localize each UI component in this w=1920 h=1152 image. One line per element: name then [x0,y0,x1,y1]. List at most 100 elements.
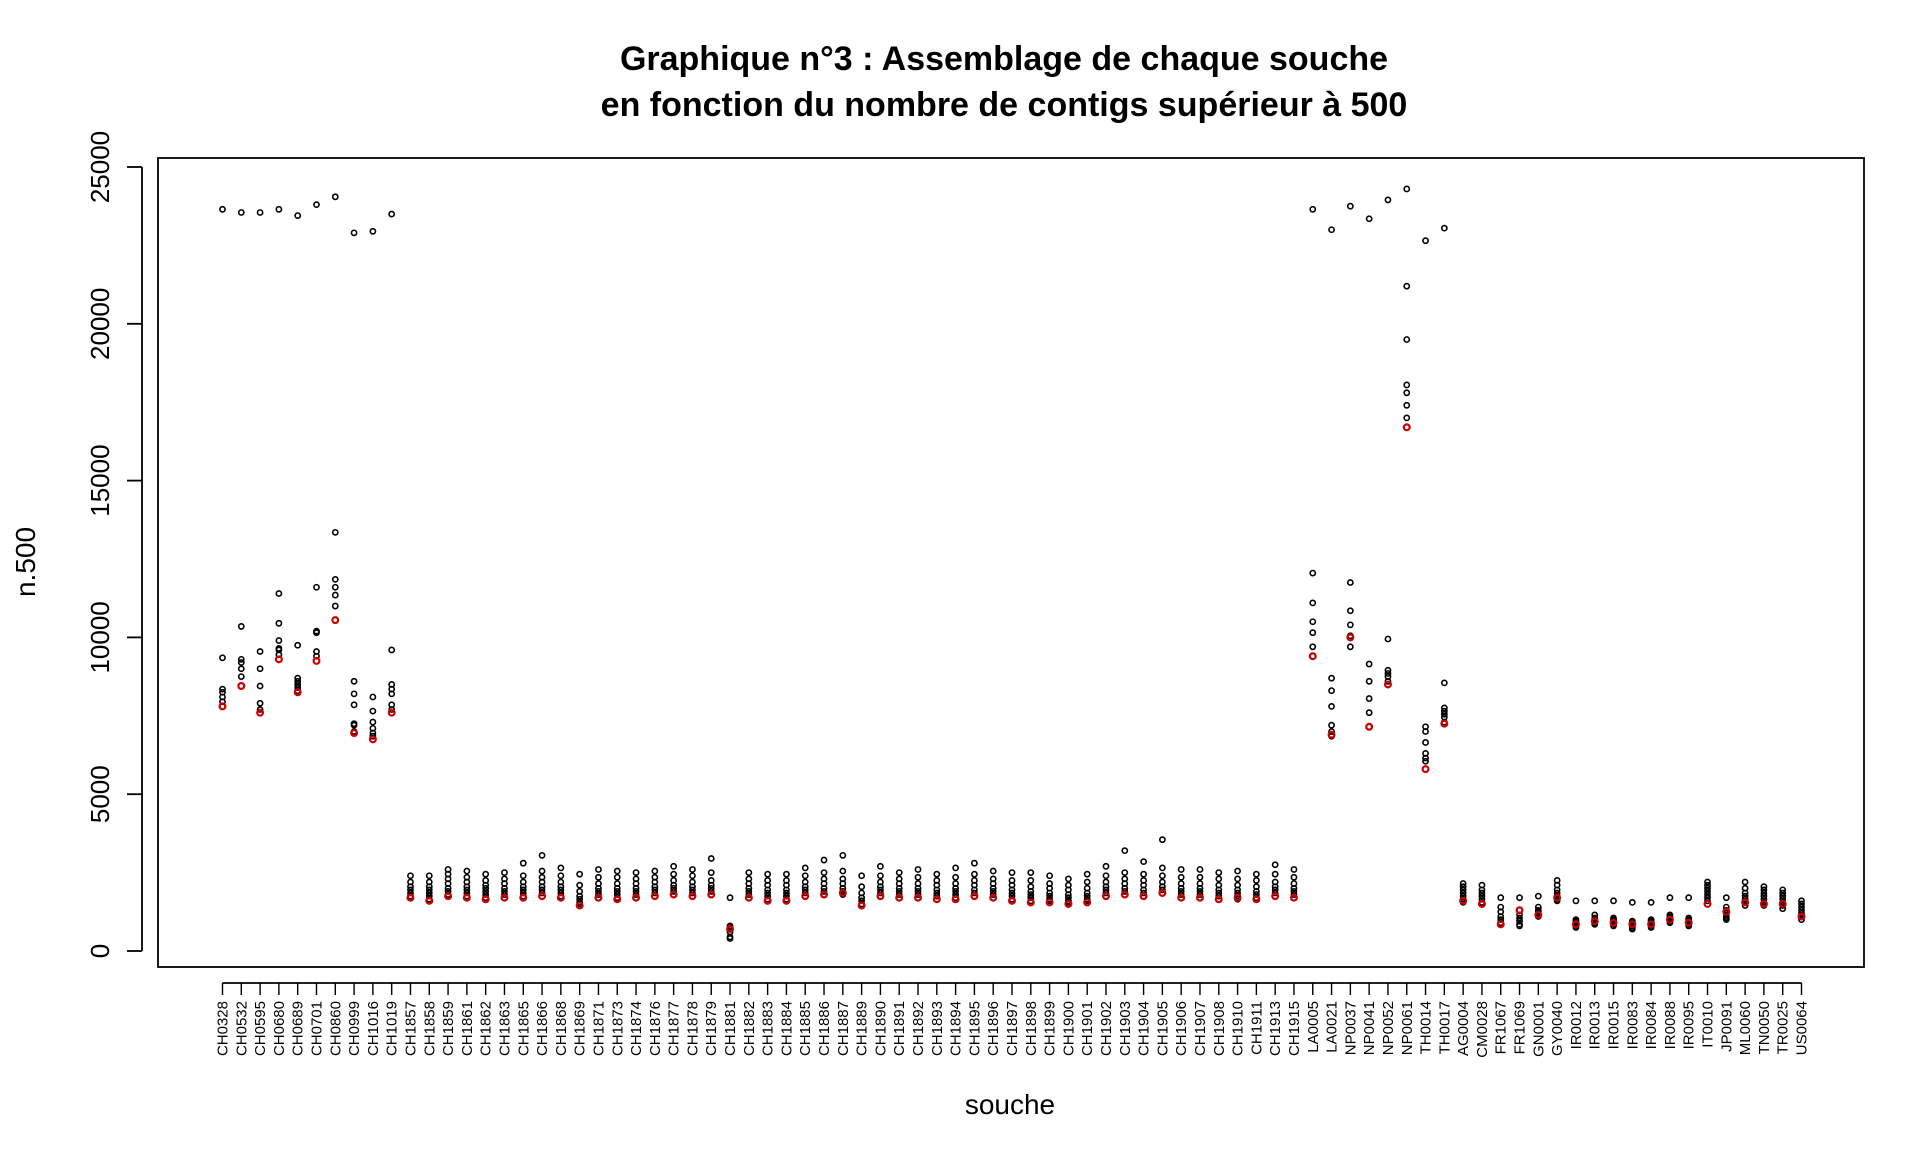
data-point [256,706,264,713]
data-point [726,935,734,942]
x-tick-label-ch1871: CH1871 [590,1001,607,1056]
data-point [482,881,490,889]
x-tick-label-ch1861: CH1861 [459,1001,476,1056]
data-point-highlight [256,708,265,717]
data-point [651,867,659,875]
data-point [670,888,678,895]
data-point-highlight [500,893,509,902]
data-point [1158,864,1166,872]
data-point [839,867,847,875]
data-point [1309,599,1317,607]
x-tick-label-ch1895: CH1895 [966,1001,983,1056]
data-point [1591,897,1599,905]
x-tick-label-ch1905: CH1905 [1154,1001,1171,1056]
x-tick-label-ch1900: CH1900 [1060,1001,1077,1056]
x-tick-label-ml0060: ML0060 [1737,1001,1754,1055]
x-tick-label-ch0701: CH0701 [308,1001,325,1056]
data-point [745,884,753,892]
data-point [1384,666,1392,674]
data-point [369,707,377,715]
data-point [801,872,809,880]
data-point [294,212,302,220]
data-point [1346,202,1354,210]
data-point-highlight [1365,722,1374,731]
x-tick-label-ch1019: CH1019 [384,1001,401,1056]
data-point-highlight [218,702,227,711]
data-point [313,583,320,591]
data-point [1591,920,1599,928]
data-point [783,870,790,878]
data-point-highlight [1722,907,1731,916]
x-tick-label-fr1069: FR1069 [1512,1001,1529,1054]
data-point [1177,873,1185,881]
x-tick-label-ch1887: CH1887 [835,1001,852,1056]
x-tick-label-ch1913: CH1913 [1267,1001,1284,1056]
data-point [689,872,696,880]
data-point [1008,889,1016,897]
data-point [1271,870,1279,878]
data-point [1440,679,1448,687]
data-point [1290,884,1298,892]
data-point-highlight [293,688,302,697]
data-point [895,891,903,898]
data-point [1083,870,1091,878]
data-point [1309,629,1317,637]
x-tick-label-ch1866: CH1866 [534,1001,551,1056]
data-point-highlight [1665,915,1674,924]
x-tick-label-th0014: TH0014 [1418,1001,1435,1054]
x-tick-label-ch0680: CH0680 [271,1001,288,1056]
data-point-highlight [1759,899,1768,908]
data-point [1704,897,1711,905]
data-point [1328,687,1335,695]
data-point [1478,892,1486,900]
data-point-highlight [1703,899,1712,908]
data-point [482,870,490,878]
x-tick-label-ch1877: CH1877 [666,1001,683,1056]
data-point [1215,869,1223,876]
data-point [914,866,922,873]
data-point [764,870,772,878]
data-point [1403,336,1411,343]
data-point-highlight [1402,423,1411,432]
data-point [369,718,377,726]
data-point-highlight [1064,899,1073,908]
data-point [1798,903,1805,911]
data-point [1478,889,1486,897]
data-point-highlight [1346,633,1355,642]
data-point [1083,889,1091,897]
data-point [1798,900,1805,908]
data-point [707,888,715,895]
data-point [1704,888,1711,895]
data-point-highlight [1571,920,1580,929]
data-point [576,881,584,889]
y-tick-label: 10000 [85,601,115,673]
x-tick-label-ir0083: IR0083 [1624,1001,1641,1049]
x-tick-label-ir0012: IR0012 [1568,1001,1585,1049]
data-point [1234,867,1241,875]
data-point-highlight [1515,906,1524,915]
x-tick-label-ch0689: CH0689 [290,1001,307,1056]
data-point [632,884,640,892]
data-point [1046,872,1053,880]
data-point [1365,677,1373,685]
data-point [933,870,941,878]
data-point-highlight [406,893,415,902]
data-point-highlight [481,895,490,904]
data-point [877,872,884,880]
data-point [1516,914,1523,922]
data-point [971,870,978,878]
x-tick-label-ch1886: CH1886 [816,1001,833,1056]
data-point-highlight [519,893,528,902]
data-point [237,655,245,663]
data-point [1102,862,1110,870]
data-point [801,883,809,891]
data-point [294,641,302,649]
data-point [1215,886,1223,894]
data-point [1704,891,1711,898]
data-point [689,866,696,873]
data-point [1121,869,1129,876]
data-point [1346,643,1354,651]
data-point [1403,282,1411,290]
data-point [632,891,640,898]
